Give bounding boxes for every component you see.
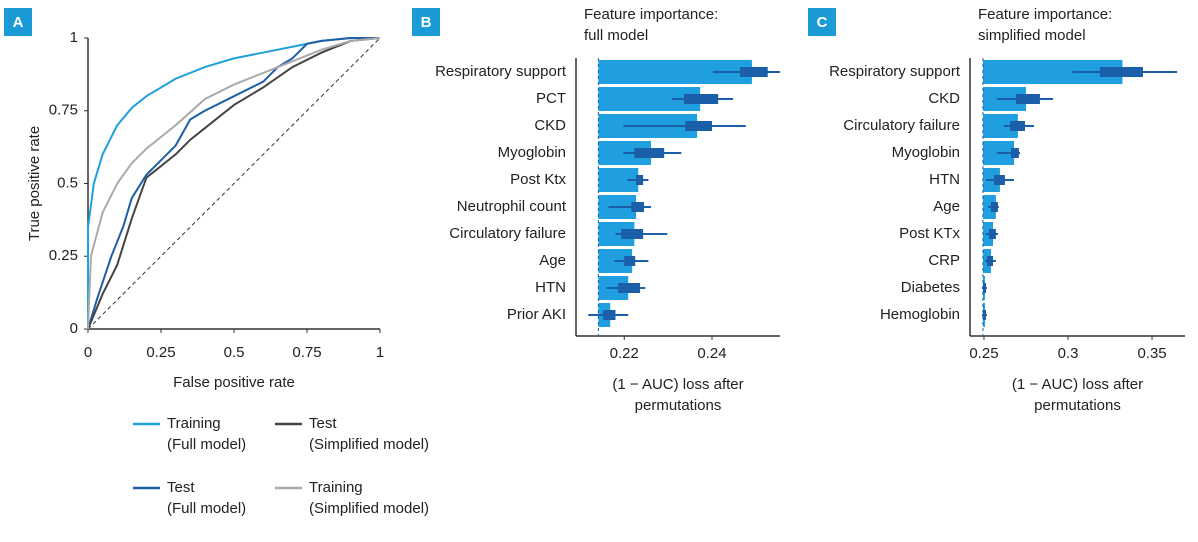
category-label: Age [539,252,566,269]
panel-title: Feature importance: simplified model [978,6,1113,44]
category-label: Respiratory support [829,63,961,80]
category-label: HTN [535,279,566,296]
x-tick-label: 0.25 [969,345,998,362]
iqr-box [988,229,996,239]
x-tick-label: 0.25 [146,344,175,361]
category-label: Neutrophil count [457,198,567,215]
panel-label: C [808,8,836,36]
panel-label: B [412,8,440,36]
category-label: HTN [929,171,960,188]
iqr-box [1011,148,1019,158]
iqr-box [618,283,641,293]
category-label: CKD [928,90,960,107]
category-label: Hemoglobin [880,306,960,323]
panel-label: A [4,8,32,36]
roc-curve [87,37,380,330]
x-tick-label: 0.3 [1058,345,1079,362]
x-tick-label: 0.5 [224,344,245,361]
y-tick-label: 0 [70,320,78,337]
iqr-box [982,310,986,320]
y-tick-label: 0.5 [57,174,78,191]
x-tick-label: 0.22 [610,345,639,362]
iqr-box [1010,121,1025,131]
category-label: Post KTx [899,225,960,242]
category-label: Respiratory support [435,63,567,80]
legend-label: Training (Full model) [167,415,247,453]
category-label: CRP [928,252,960,269]
x-axis-label: False positive rate [173,374,295,391]
iqr-box [982,283,986,293]
iqr-box [603,310,616,320]
iqr-box [994,175,1005,185]
iqr-box [986,256,994,266]
reference-line [87,37,381,330]
iqr-box [634,148,665,158]
category-label: Age [933,198,960,215]
iqr-box [621,229,644,239]
y-axis-label: True positive rate [26,126,43,241]
x-axis-label: (1 − AUC) loss after permutations [1011,376,1144,414]
legend-label: Test (Simplified model) [309,415,430,453]
iqr-box [683,94,719,104]
y-tick-label: 1 [70,29,78,46]
legend-label: Test (Full model) [167,479,247,517]
iqr-box [636,175,644,185]
iqr-box [740,67,768,77]
x-tick-label: 0.24 [697,345,726,362]
iqr-box [624,256,636,266]
iqr-box [631,202,644,212]
x-tick-label: 0 [84,344,92,361]
category-label: Myoglobin [498,144,566,161]
x-tick-label: 1 [376,344,384,361]
x-axis-label: (1 − AUC) loss after permutations [612,376,744,414]
roc-curve [87,37,381,330]
iqr-box [1099,67,1143,77]
category-label: Post Ktx [510,171,566,188]
legend-label: Training (Simplified model) [309,479,430,517]
iqr-box [685,121,712,131]
category-label: CKD [534,117,566,134]
x-tick-label: 0.75 [292,344,321,361]
category-label: Circulatory failure [843,117,960,134]
category-label: Prior AKI [507,306,566,323]
iqr-box [1015,94,1040,104]
y-tick-label: 0.75 [49,102,78,119]
iqr-box [991,202,998,212]
category-label: Myoglobin [892,144,960,161]
y-tick-label: 0.25 [49,247,78,264]
category-label: PCT [536,90,566,107]
category-label: Circulatory failure [449,225,566,242]
roc-curve [87,37,381,330]
panel-title: Feature importance: full model [584,6,719,44]
x-tick-label: 0.35 [1137,345,1166,362]
category-label: Diabetes [901,279,960,296]
